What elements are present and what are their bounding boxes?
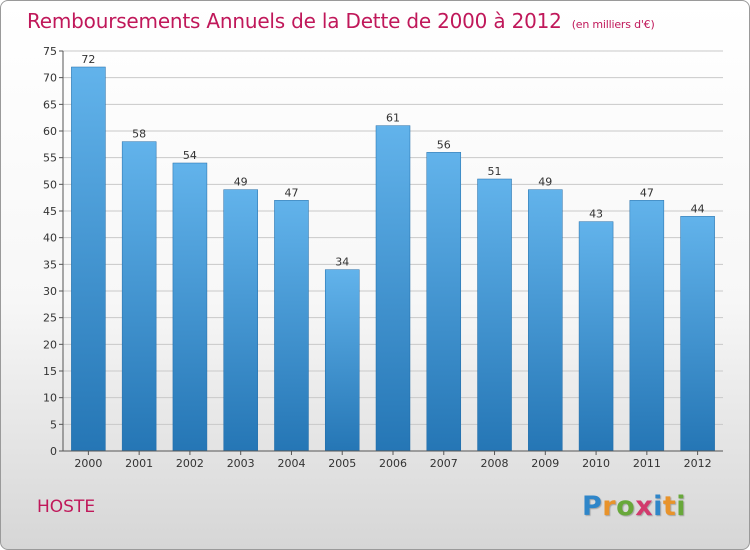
data-label-2006: 61: [386, 112, 400, 125]
data-label-2009: 49: [538, 176, 552, 189]
data-label-2002: 54: [183, 149, 197, 162]
x-tick-label: 2002: [176, 457, 204, 470]
x-tick-label: 2001: [125, 457, 153, 470]
bar-2012: [680, 216, 715, 452]
logo-letter: x: [635, 491, 654, 522]
y-tick-label: 30: [43, 285, 57, 298]
data-label-2004: 47: [284, 186, 298, 199]
data-label-2011: 47: [640, 186, 654, 199]
x-tick-label: 2000: [74, 457, 102, 470]
y-tick-label: 15: [43, 365, 57, 378]
chart-unit-label: (en milliers d'€): [571, 18, 655, 31]
bar-2000: [71, 66, 106, 452]
proxiti-logo: Proxiti: [582, 491, 686, 522]
axes: [59, 50, 723, 455]
y-tick-label: 60: [43, 125, 57, 138]
x-tick-label: 2005: [328, 457, 356, 470]
bar-2009: [528, 189, 563, 452]
x-tick-label: 2012: [684, 457, 712, 470]
data-label-2007: 56: [437, 138, 451, 151]
data-label-2010: 43: [589, 208, 603, 221]
y-tick-label: 35: [43, 258, 57, 271]
bar-2004: [274, 200, 309, 452]
data-label-2012: 44: [691, 202, 705, 215]
data-label-2000: 72: [81, 53, 95, 66]
bar-2003: [223, 189, 258, 452]
x-tick-label: 2006: [379, 457, 407, 470]
data-label-2005: 34: [335, 256, 349, 269]
y-tick-label: 0: [50, 445, 57, 458]
labels: 0 5 10 15 20 25 30 35 40 45 50 55 60 65 70 75 72 2000 58 20…: [43, 45, 712, 470]
logo-letter: i: [676, 491, 687, 522]
y-tick-label: 10: [43, 392, 57, 405]
y-tick-label: 45: [43, 205, 57, 218]
y-tick-label: 70: [43, 72, 57, 85]
y-tick-label: 75: [43, 45, 57, 58]
logo-letter: P: [582, 491, 603, 522]
data-label-2001: 58: [132, 128, 146, 141]
logo-letter: i: [653, 491, 663, 522]
y-tick-label: 50: [43, 178, 57, 191]
y-tick-label: 25: [43, 312, 57, 325]
bar-2002: [172, 162, 208, 452]
bars: [71, 66, 715, 452]
bar-2011: [629, 200, 665, 452]
x-tick-label: 2011: [633, 457, 661, 470]
chart-title: Remboursements Annuels de la Dette de 20…: [27, 9, 655, 33]
y-tick-label: 65: [43, 98, 57, 111]
y-tick-label: 20: [43, 338, 57, 351]
y-tick-label: 55: [43, 152, 57, 165]
bar-2010: [578, 221, 614, 452]
x-tick-label: 2003: [227, 457, 255, 470]
logo-letter: r: [602, 491, 617, 522]
bar-2006: [375, 125, 411, 452]
x-tick-label: 2004: [277, 457, 305, 470]
bar-2007: [426, 152, 462, 452]
x-tick-label: 2007: [430, 457, 458, 470]
x-tick-label: 2010: [582, 457, 610, 470]
logo-letter: o: [616, 491, 636, 522]
data-label-2008: 51: [488, 165, 502, 178]
bar-2001: [121, 141, 157, 452]
data-label-2003: 49: [234, 176, 248, 189]
chart-title-text: Remboursements Annuels de la Dette de 20…: [27, 9, 562, 33]
y-tick-label: 40: [43, 232, 57, 245]
bar-2008: [477, 178, 512, 452]
logo-letter: t: [662, 491, 677, 522]
y-tick-label: 5: [50, 418, 57, 431]
bar-2005: [324, 269, 360, 452]
x-tick-label: 2008: [481, 457, 509, 470]
x-tick-label: 2009: [531, 457, 559, 470]
commune-name: HOSTE: [37, 497, 96, 517]
